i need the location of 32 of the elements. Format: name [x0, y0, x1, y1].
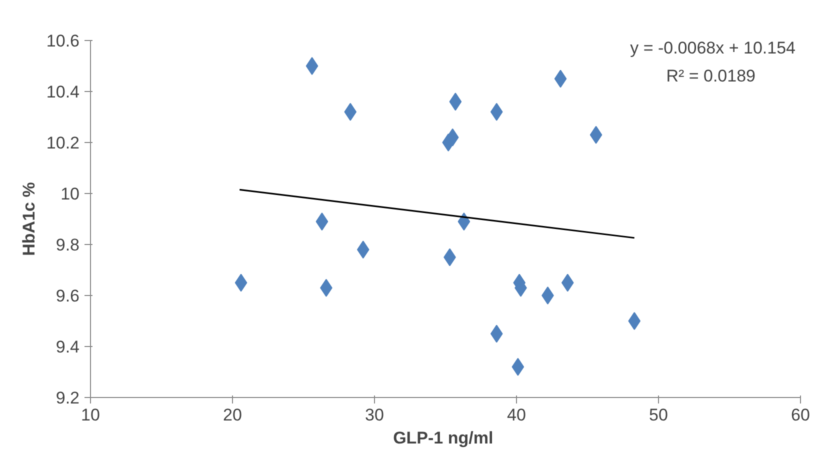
x-tick-label: 20 — [223, 406, 242, 424]
y-tick-label: 10 — [60, 184, 80, 204]
y-tick-label: 9.8 — [56, 236, 80, 254]
point — [628, 312, 641, 330]
x-tick-label: 40 — [507, 406, 526, 424]
point — [449, 92, 462, 111]
point — [306, 57, 318, 75]
point — [554, 70, 567, 88]
point — [234, 274, 248, 292]
y-tick-label: 10.2 — [46, 134, 80, 152]
y-tick-label: 10.4 — [46, 82, 80, 102]
point — [316, 212, 328, 231]
y-tick-label: 9.6 — [56, 286, 80, 306]
y-tick-label: 10.6 — [46, 32, 80, 50]
point — [590, 126, 602, 144]
point — [512, 358, 524, 376]
x-tick-label: 60 — [791, 406, 810, 424]
x-tick-label: 30 — [365, 406, 384, 424]
y-tick-label: 9.4 — [56, 338, 80, 356]
point — [458, 212, 470, 231]
y-tick-label: 9.2 — [56, 388, 80, 408]
point — [490, 102, 503, 121]
point — [344, 102, 357, 121]
annotation: R² = 0.0189 — [666, 66, 756, 86]
x-axis-title: GLP-1 ng/ml — [393, 428, 494, 448]
annotation: y = -0.0068x + 10.154 — [630, 38, 796, 58]
point — [356, 240, 370, 259]
point — [561, 274, 574, 292]
point — [490, 324, 503, 343]
x-tick-label: 50 — [649, 406, 668, 424]
x-tick-label: 10 — [81, 406, 100, 424]
y-axis-title: HbA1c % — [19, 182, 38, 256]
